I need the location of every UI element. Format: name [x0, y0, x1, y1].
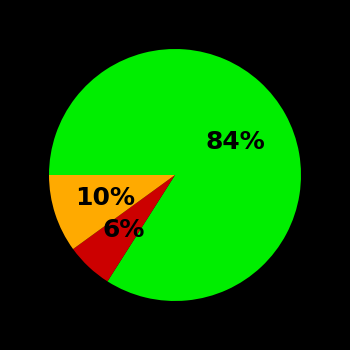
Text: 84%: 84% [206, 130, 266, 154]
Text: 10%: 10% [76, 186, 135, 210]
Wedge shape [49, 49, 301, 301]
Text: 6%: 6% [102, 218, 145, 242]
Wedge shape [73, 175, 175, 281]
Wedge shape [49, 175, 175, 249]
